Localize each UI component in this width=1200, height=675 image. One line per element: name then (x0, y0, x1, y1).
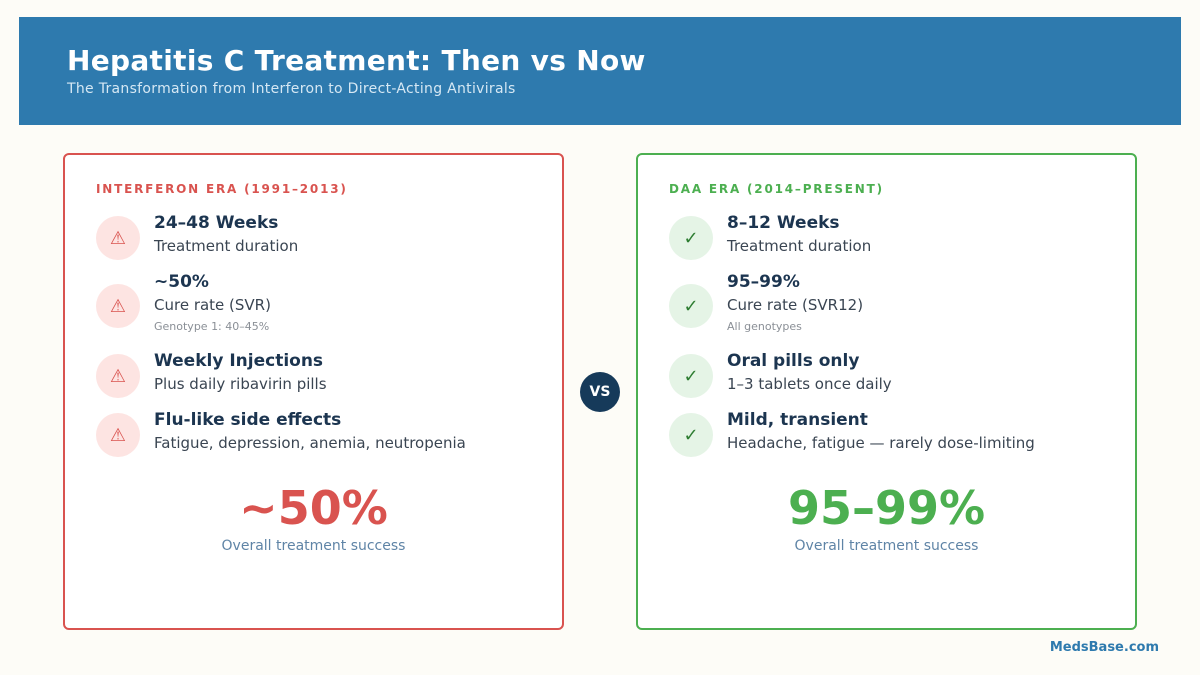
item-title: 8–12 Weeks (727, 213, 840, 233)
era-label: DAA ERA (2014–PRESENT) (669, 182, 884, 196)
interferon-era-card: INTERFERON ERA (1991–2013) ⚠ 24–48 Weeks… (63, 153, 564, 630)
era-label: INTERFERON ERA (1991–2013) (96, 182, 348, 196)
item-title: ~50% (154, 272, 209, 292)
item-note: All genotypes (727, 320, 802, 333)
item-description: Plus daily ribavirin pills (154, 375, 327, 393)
check-icon: ✓ (669, 354, 713, 398)
overall-success-stat: ~50% (239, 481, 388, 535)
item-title: Mild, transient (727, 410, 868, 430)
overall-success-caption: Overall treatment success (221, 538, 406, 554)
check-icon: ✓ (669, 216, 713, 260)
item-description: 1–3 tablets once daily (727, 375, 892, 393)
item-description: Fatigue, depression, anemia, neutropenia (154, 434, 466, 452)
warning-icon: ⚠ (96, 284, 140, 328)
item-description: Cure rate (SVR) (154, 296, 271, 314)
item-note: Genotype 1: 40–45% (154, 320, 270, 333)
daa-era-card: DAA ERA (2014–PRESENT) ✓ 8–12 Weeks Trea… (636, 153, 1137, 630)
warning-icon: ⚠ (96, 216, 140, 260)
header-banner: Hepatitis C Treatment: Then vs Now The T… (19, 17, 1181, 125)
warning-icon: ⚠ (96, 413, 140, 457)
item-title: Flu-like side effects (154, 410, 342, 430)
page-title: Hepatitis C Treatment: Then vs Now (67, 44, 646, 77)
site-brand-link[interactable]: MedsBase.com (1049, 640, 1159, 655)
item-title: Oral pills only (727, 351, 860, 371)
item-description: Headache, fatigue — rarely dose-limiting (727, 434, 1035, 452)
item-description: Cure rate (SVR12) (727, 296, 864, 314)
item-title: 24–48 Weeks (154, 213, 279, 233)
item-description: Treatment duration (154, 237, 299, 255)
check-icon: ✓ (669, 413, 713, 457)
item-title: 95–99% (727, 272, 800, 292)
item-title: Weekly Injections (154, 351, 324, 371)
vs-badge: VS (580, 372, 620, 412)
item-description: Treatment duration (727, 237, 872, 255)
warning-icon: ⚠ (96, 354, 140, 398)
overall-success-stat: 95–99% (787, 481, 986, 535)
page-subtitle: The Transformation from Interferon to Di… (67, 81, 516, 97)
check-icon: ✓ (669, 284, 713, 328)
overall-success-caption: Overall treatment success (794, 538, 979, 554)
